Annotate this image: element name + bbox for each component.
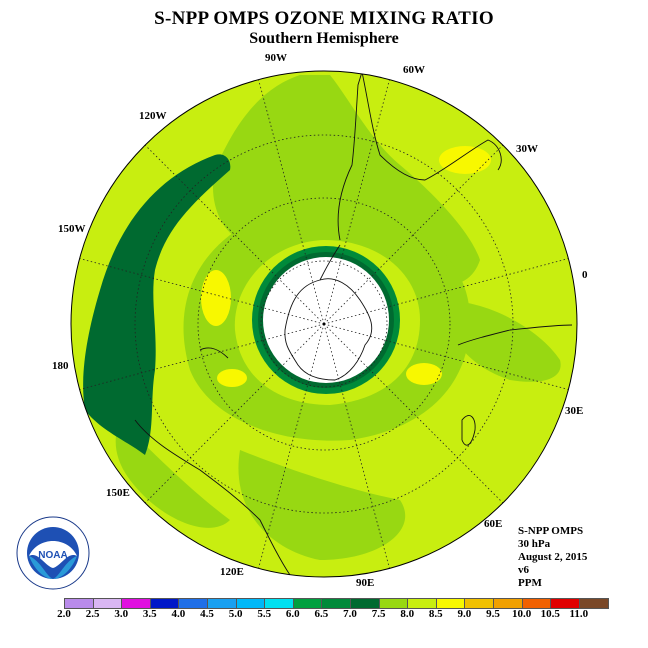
info-version: v6 [518,564,529,576]
chart-title: S-NPP OMPS OZONE MIXING RATIO [154,8,494,29]
coastline-antarctic-peninsula [319,244,341,281]
colorbar-cell [65,599,94,608]
colorbar-label: 10.0 [511,608,532,620]
longitude-label: 30W [516,143,538,155]
colorbar-cell [465,599,494,608]
colorbar-cell [522,599,552,608]
colorbar-label: 5.5 [257,608,272,620]
longitude-label: 90W [265,52,287,64]
colorbar [64,598,610,609]
colorbar-label: 7.0 [343,608,357,620]
colorbar-label: 3.5 [142,608,157,620]
colorbar-label: 4.5 [200,608,214,620]
coastline-madagascar [461,415,476,446]
colorbar-cell [236,599,266,608]
info-pressure: 30 hPa [518,538,551,550]
colorbar-label: 9.0 [457,608,472,620]
colorbar-cell [436,599,466,608]
coastline-australia [134,419,291,576]
colorbar-cell [265,599,294,608]
colorbar-cell [350,599,380,608]
longitude-label: 90E [356,577,375,589]
colorbar-cell [408,599,437,608]
lat-circle [197,197,451,451]
noaa-logo: NOAA [16,516,90,590]
colorbar-cell [293,599,323,608]
colorbar-cell [207,599,237,608]
no-data-cap [263,257,389,383]
band-8-5-patch [406,363,442,385]
longitude-label: 60E [484,518,503,530]
lat-circle [134,134,514,514]
band-8-5-patch [201,270,231,326]
coastline-south-america [337,71,502,241]
band-7-5-east [440,300,561,382]
colorbar-labels: 2.0 2.5 3.0 3.5 4.0 4.5 5.0 5.5 6.0 6.5 7.0 7.5 8.0 8… [0,608,648,622]
band-7-0-west [83,154,231,455]
colorbar-label: 10.5 [540,608,560,620]
colorbar-label: 2.0 [57,608,71,620]
colorbar-label: 5.0 [228,608,243,620]
info-instrument: S-NPP OMPS [518,525,584,537]
info-units: PPM [518,577,542,589]
longitude-label: 60W [403,64,425,76]
band-8-5-patch [217,369,247,387]
coastline-new-zealand [199,347,229,359]
colorbar-cell [150,599,180,608]
colorbar-cell [322,599,351,608]
colorbar-label: 6.5 [314,608,329,620]
colorbar-cell [379,599,409,608]
south-pole-marker [322,322,326,326]
colorbar-cell [179,599,208,608]
colorbar-label: 2.5 [85,608,100,620]
colorbar-label: 11.0 [569,608,589,620]
colorbar-label: 7.5 [371,608,386,620]
colorbar-cell [93,599,123,608]
colorbar-cell [551,599,580,608]
longitude-label: 180 [52,360,69,372]
longitude-label: 0 [582,269,588,281]
lat-circle [260,260,388,388]
info-block: S-NPP OMPS 30 hPa August 2, 2015 v6 PPM [518,525,587,590]
longitude-label: 30E [565,405,584,417]
noaa-logo-text: NOAA [38,550,67,561]
band-8-5-patch [439,146,491,174]
chart-subtitle: Southern Hemisphere [249,30,399,47]
longitude-label: 120E [220,566,244,578]
colorbar-cell [122,599,151,608]
longitude-label: 120W [139,110,167,122]
colorbar-cell [493,599,523,608]
info-date: August 2, 2015 [518,551,588,563]
colorbar-label: 8.0 [400,608,415,620]
colorbar-label: 9.5 [486,608,500,620]
colorbar-label: 3.0 [114,608,129,620]
colorbar-label: 8.5 [428,608,443,620]
longitude-label: 150W [58,223,86,235]
coastline-africa [457,324,573,346]
band-7-5-south [238,450,406,560]
longitude-label: 150E [106,487,130,499]
colorbar-cell [579,599,609,608]
map-border [70,70,578,578]
colorbar-label: 6.0 [285,608,300,620]
colorbar-label: 4.0 [171,608,186,620]
coastline-antarctica [284,278,373,381]
